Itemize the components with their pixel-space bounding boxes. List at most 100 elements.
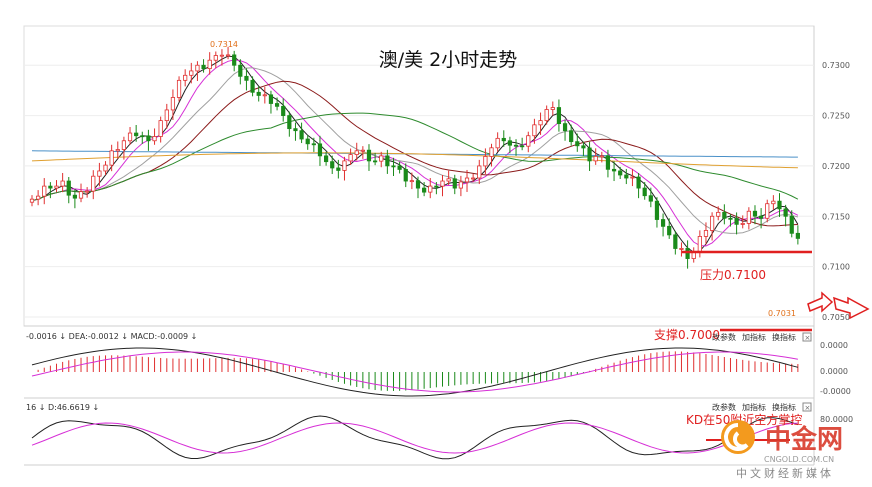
candle-body [379, 155, 384, 162]
cngold-site: CNGOLD.COM.CN [764, 455, 834, 464]
candle-body [127, 132, 133, 142]
price-axis: 0.7300 0.7250 0.7200 0.7150 0.7100 0.7050 [822, 61, 850, 322]
candle-body [397, 165, 402, 170]
candle-body [66, 180, 71, 196]
candle-body [452, 178, 457, 189]
candle-body [654, 200, 660, 220]
close-icon: × [805, 404, 811, 412]
candle-body [97, 170, 102, 177]
candle-body [121, 140, 127, 150]
candle-body [158, 120, 163, 137]
candle-body [636, 176, 641, 189]
candle-body [746, 210, 751, 224]
macd-tick: -0.0000 [820, 387, 851, 396]
macd-edit-params-button[interactable]: 改参数 [712, 332, 736, 342]
candle-body [195, 64, 200, 72]
candle-body [348, 154, 353, 162]
cngold-watermark: 中金网 CNGOLD.COM.CN 中文财经新媒体 [721, 420, 843, 480]
cngold-tagline: 中文财经新媒体 [736, 466, 834, 480]
candle-body [740, 223, 745, 225]
macd-header: -0.0016 ↓ DEA:-0.0012 ↓ MACD:-0.0009 ↓ [26, 332, 197, 341]
candlesticks [29, 46, 800, 269]
candle-body [446, 178, 451, 182]
candle-body [464, 177, 470, 183]
candle-body [716, 211, 721, 217]
chart-title: 澳/美 2小时走势 [379, 49, 518, 71]
candle-body [54, 185, 59, 189]
candle-body [256, 91, 261, 96]
candle-body [281, 105, 286, 116]
candle-body [562, 123, 568, 132]
candle-body [783, 208, 788, 217]
kd-close-button[interactable] [802, 402, 812, 412]
macd-dea-line [31, 351, 798, 393]
candle-body [697, 236, 702, 252]
candle-body [495, 137, 500, 149]
kd-add-indicator-button[interactable]: 加指标 [742, 402, 766, 412]
arrow-right-icon [807, 291, 834, 313]
candle-body [544, 109, 549, 122]
candle-body [624, 174, 629, 179]
candle-body [440, 180, 445, 187]
candle-body [60, 180, 65, 187]
candle-body [507, 140, 513, 146]
candle-body [103, 164, 108, 172]
candle-body [722, 211, 727, 219]
candle-body [765, 203, 770, 219]
candle-body [385, 155, 390, 167]
candle-body [526, 135, 531, 147]
candle-body [72, 194, 77, 199]
y-tick-label: 0.7100 [822, 263, 850, 272]
candle-body [219, 54, 225, 57]
candle-body [207, 59, 212, 69]
kd-annotation: KD在50附近空方掌控 [686, 412, 802, 427]
kd-edit-params-button[interactable]: 改参数 [712, 402, 736, 412]
y-tick-label: 0.7050 [822, 313, 850, 322]
candle-body [391, 165, 396, 168]
candle-body [434, 185, 439, 188]
candle-body [373, 160, 378, 163]
candle-body [330, 161, 335, 169]
kd-switch-indicator-button[interactable]: 换指标 [772, 402, 796, 412]
candle-body [409, 180, 414, 183]
candle-body [709, 215, 715, 231]
candle-body [366, 149, 372, 162]
candle-body [232, 54, 237, 66]
candle-body [458, 181, 463, 189]
candle-body [575, 141, 580, 147]
candle-body [422, 187, 427, 193]
candle-body [189, 70, 194, 76]
candle-body [728, 217, 733, 220]
candle-body [685, 248, 690, 259]
arrow-right-icon [833, 296, 870, 320]
candle-body [48, 185, 53, 189]
macd-close-button[interactable] [802, 332, 812, 342]
macd-switch-indicator-button[interactable]: 换指标 [772, 332, 796, 342]
candle-body [29, 198, 35, 203]
cngold-logo-swirl [724, 423, 749, 451]
candle-body [170, 97, 176, 111]
macd-dif-line [31, 347, 799, 397]
candle-body [771, 200, 776, 205]
candle-body [36, 195, 41, 200]
candle-body [250, 79, 255, 93]
candle-body [317, 143, 323, 157]
candle-body [201, 64, 206, 69]
y-tick-label: 0.7200 [822, 162, 850, 171]
candle-body [667, 225, 672, 236]
candle-body [336, 167, 341, 171]
candle-body [238, 64, 243, 77]
candle-body [115, 149, 120, 152]
candle-body [556, 107, 562, 125]
macd-add-indicator-button[interactable]: 加指标 [742, 332, 766, 342]
macd-tick: 0.0000 [820, 341, 848, 350]
main-panel-frame [23, 25, 815, 327]
macd-histogram [31, 347, 799, 397]
candle-body [415, 180, 421, 189]
candle-body [428, 185, 433, 193]
candle-body [795, 232, 800, 239]
candle-body [703, 230, 709, 237]
ma-line [31, 152, 798, 169]
candle-body [164, 109, 169, 122]
ma-line [31, 80, 798, 227]
